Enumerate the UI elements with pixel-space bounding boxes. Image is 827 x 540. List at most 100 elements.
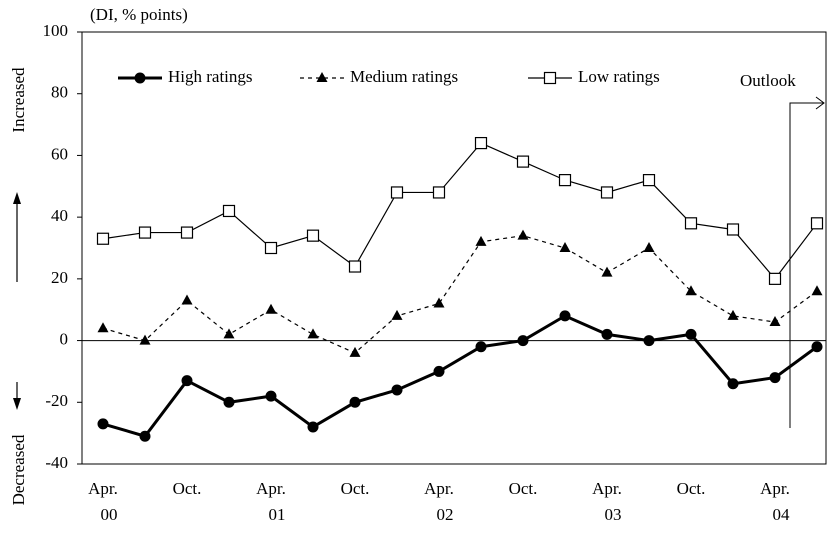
point bbox=[516, 155, 530, 168]
x-tick-label: Oct. bbox=[677, 479, 706, 498]
series-line bbox=[102, 235, 818, 354]
x-tick-label-line: Oct. bbox=[173, 479, 202, 498]
point bbox=[433, 297, 445, 308]
point bbox=[222, 204, 236, 218]
point bbox=[601, 328, 613, 340]
point bbox=[643, 242, 655, 252]
point bbox=[348, 260, 362, 273]
x-tick-label-line: 01 bbox=[269, 505, 286, 524]
point bbox=[726, 223, 740, 236]
x-tick-label-line: Oct. bbox=[509, 479, 538, 498]
y-tick-label: -20 bbox=[45, 391, 68, 410]
down-arrowhead bbox=[13, 398, 21, 410]
series-line bbox=[102, 314, 818, 438]
point bbox=[727, 378, 739, 390]
point bbox=[390, 186, 404, 199]
point bbox=[391, 384, 403, 396]
legend-label: Medium ratings bbox=[350, 67, 458, 86]
y-tick-label: 0 bbox=[60, 329, 69, 348]
y-tick-label: 40 bbox=[51, 206, 68, 225]
point bbox=[559, 310, 571, 322]
point bbox=[811, 285, 823, 296]
legend-label: Low ratings bbox=[578, 67, 660, 86]
x-tick-label: Oct. bbox=[509, 479, 538, 498]
legend-label: High ratings bbox=[168, 67, 253, 86]
point bbox=[432, 186, 446, 199]
plot-frame bbox=[81, 31, 827, 465]
point bbox=[433, 365, 445, 377]
x-tick-label-line: Apr. bbox=[256, 479, 286, 498]
x-tick-label-line: 00 bbox=[101, 505, 118, 524]
point bbox=[139, 334, 151, 345]
point bbox=[769, 316, 781, 327]
x-tick-label-line: Oct. bbox=[677, 479, 706, 498]
point bbox=[811, 341, 823, 353]
x-tick-label: Oct. bbox=[173, 479, 202, 498]
point bbox=[517, 229, 529, 240]
legend-marker bbox=[134, 72, 146, 84]
point bbox=[223, 328, 235, 339]
x-tick-label: Apr. 01 bbox=[256, 479, 286, 524]
x-tick-label-line: Apr. bbox=[760, 479, 790, 498]
point bbox=[475, 341, 487, 353]
point bbox=[768, 272, 782, 285]
x-tick-label-line: 03 bbox=[605, 505, 622, 524]
increased-label: Increased bbox=[9, 67, 28, 133]
point bbox=[307, 328, 319, 339]
series-line bbox=[102, 142, 818, 280]
x-tick-label: Oct. bbox=[341, 479, 370, 498]
x-tick-label-line: 04 bbox=[773, 505, 791, 524]
point bbox=[307, 421, 319, 433]
point bbox=[97, 322, 109, 333]
point bbox=[97, 418, 109, 430]
y-unit-label: (DI, % points) bbox=[90, 5, 188, 24]
point bbox=[349, 396, 361, 408]
x-tick-label: Apr. 03 bbox=[592, 479, 622, 524]
y-tick-label: -40 bbox=[45, 453, 68, 472]
point bbox=[769, 372, 781, 384]
x-tick-label-line: 02 bbox=[437, 505, 454, 524]
decreased-label: Decreased bbox=[9, 434, 28, 505]
y-tick-label: 80 bbox=[51, 83, 68, 102]
point bbox=[139, 430, 151, 442]
point bbox=[685, 285, 697, 296]
point bbox=[180, 226, 194, 239]
point bbox=[474, 136, 488, 150]
point bbox=[181, 294, 193, 305]
point bbox=[349, 346, 361, 357]
point bbox=[517, 335, 529, 347]
outlook-arrow bbox=[789, 96, 825, 428]
point bbox=[810, 217, 824, 230]
legend-marker bbox=[316, 72, 328, 82]
point bbox=[306, 229, 320, 242]
x-tick-label: Apr. 04 bbox=[760, 479, 790, 524]
x-tick-label: Apr. 00 bbox=[88, 479, 118, 524]
point bbox=[391, 309, 403, 320]
y-tick-label: 100 bbox=[43, 21, 69, 40]
point bbox=[138, 226, 152, 239]
x-tick-label-line: Apr. bbox=[592, 479, 622, 498]
point bbox=[684, 217, 698, 230]
point bbox=[558, 174, 572, 187]
point bbox=[601, 266, 613, 277]
point bbox=[685, 328, 697, 340]
x-tick-label-line: Apr. bbox=[424, 479, 454, 498]
legend-marker bbox=[543, 71, 557, 85]
x-tick-label: Apr. 02 bbox=[424, 479, 454, 524]
point bbox=[265, 390, 277, 402]
y-tick-label: 20 bbox=[51, 268, 68, 287]
point bbox=[264, 241, 278, 255]
outlook-label: Outlook bbox=[740, 71, 796, 90]
point bbox=[181, 375, 193, 387]
point bbox=[559, 242, 571, 252]
point bbox=[265, 303, 277, 314]
point bbox=[643, 335, 655, 347]
up-arrowhead bbox=[13, 192, 21, 204]
point bbox=[475, 235, 487, 246]
x-tick-label-line: Oct. bbox=[341, 479, 370, 498]
point bbox=[600, 186, 614, 199]
x-tick-label-line: Apr. bbox=[88, 479, 118, 498]
y-tick-label: 60 bbox=[51, 144, 68, 163]
point bbox=[727, 309, 739, 320]
